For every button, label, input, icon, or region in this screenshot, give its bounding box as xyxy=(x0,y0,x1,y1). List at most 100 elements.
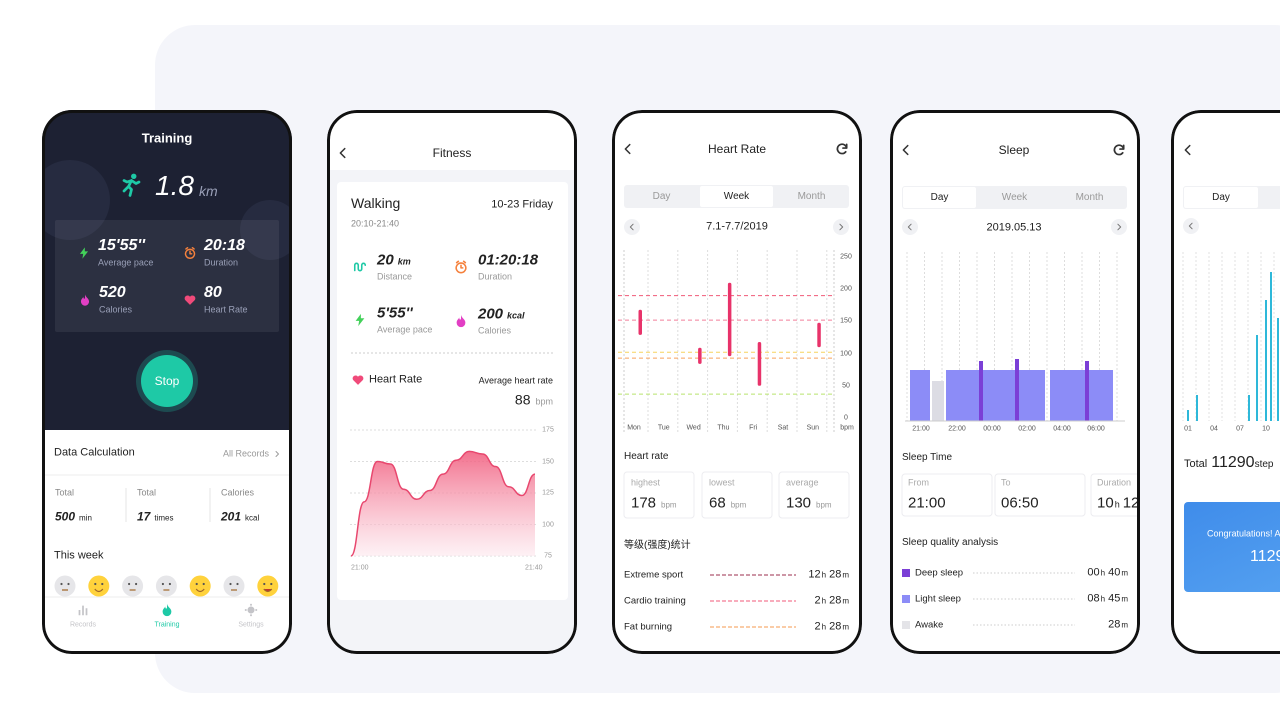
sleep-stage xyxy=(932,381,944,421)
screen-title: Heart Rate xyxy=(707,142,767,156)
next-glyph xyxy=(839,223,844,231)
y-tick-label: 100 xyxy=(542,521,554,528)
face xyxy=(257,575,279,597)
time-value-part: 10 xyxy=(1097,494,1114,512)
bars-icon[interactable] xyxy=(78,605,88,616)
y-tick-label: 150 xyxy=(542,458,554,465)
intensity-duration-part: m xyxy=(842,622,849,632)
back-icon[interactable] xyxy=(1184,144,1191,156)
total-value: 17 times xyxy=(137,511,173,524)
phone-screen: Training 1.8 km 15'55'' Average pace 20:18 Dur… xyxy=(42,110,292,654)
screen-graphics xyxy=(901,144,1140,629)
intensity-duration-part: 12 xyxy=(808,568,821,581)
nav-button[interactable] xyxy=(902,219,918,235)
period-tab[interactable]: Day xyxy=(930,191,949,203)
x-tick-label: Wed xyxy=(686,424,701,432)
bars-glyph xyxy=(78,605,88,616)
gear-icon[interactable] xyxy=(244,603,258,617)
y-tick-label: 175 xyxy=(542,426,554,434)
distance-value: 1.8 xyxy=(155,170,194,201)
screen-title: Training xyxy=(141,130,193,146)
nav-button[interactable] xyxy=(1183,218,1199,234)
stat-label: Calories xyxy=(478,325,512,336)
card-title: Congratulations! A xyxy=(1207,528,1280,539)
period-tab[interactable]: Week xyxy=(1001,191,1028,203)
mouth xyxy=(94,588,104,593)
y-tick-label: 250 xyxy=(840,253,852,261)
nav-button[interactable] xyxy=(624,219,640,235)
refresh-icon[interactable] xyxy=(1113,144,1125,156)
back-icon[interactable] xyxy=(624,143,631,155)
total-value-part: 17 xyxy=(137,509,151,524)
summary-value: 178 bpm xyxy=(631,496,677,511)
date-range: 7.1-7.7/2019 xyxy=(706,220,768,233)
time-card xyxy=(994,473,1086,517)
avg-label: Average heart rate xyxy=(478,375,553,386)
back-glyph xyxy=(907,223,912,231)
all-records-link[interactable]: All Records xyxy=(223,448,270,459)
summary-value-part: 130 xyxy=(786,494,812,512)
flame-icon[interactable] xyxy=(162,603,172,617)
period-tab[interactable]: Week xyxy=(723,190,750,202)
nav-tab[interactable]: Training xyxy=(154,621,180,629)
clock-icon xyxy=(184,246,196,259)
step-total-part: 11290 xyxy=(1211,454,1255,471)
stat-label: Heart Rate xyxy=(204,304,248,315)
quality-duration-part: 08 xyxy=(1087,592,1100,605)
back-glyph xyxy=(1188,222,1193,230)
nav-tab[interactable]: Settings xyxy=(238,621,264,629)
back-glyph xyxy=(629,223,634,231)
tab-selected[interactable] xyxy=(1184,187,1258,208)
y-tick-label: 150 xyxy=(840,317,852,325)
summary-label: highest xyxy=(631,477,661,488)
back-icon[interactable] xyxy=(629,223,634,231)
period-tab[interactable]: Month xyxy=(797,190,826,202)
stop-button[interactable] xyxy=(141,355,193,407)
eye xyxy=(128,582,131,586)
back-icon[interactable] xyxy=(902,144,909,156)
total-label: Total xyxy=(55,487,75,498)
tab-selected[interactable] xyxy=(700,186,773,207)
total-value: 201 kcal xyxy=(221,511,259,524)
back-icon[interactable] xyxy=(339,147,346,159)
stat-label: Duration xyxy=(478,271,513,282)
period-tab[interactable]: Day xyxy=(652,190,671,202)
mood-face xyxy=(54,575,76,597)
heart-glyph xyxy=(184,295,196,305)
quality-duration-part: m xyxy=(1121,620,1128,630)
summary-value-part: 178 xyxy=(631,494,657,512)
period-tab[interactable]: Month xyxy=(1075,191,1104,203)
face xyxy=(155,575,177,597)
heart-rate-line xyxy=(350,450,536,557)
sleep-stage xyxy=(946,370,1045,421)
clock-icon xyxy=(455,260,467,274)
sleep-stage xyxy=(979,361,983,421)
eye xyxy=(202,582,205,586)
face xyxy=(223,575,245,597)
eye xyxy=(60,582,63,586)
stop-label[interactable]: Stop xyxy=(154,374,180,388)
heart-icon xyxy=(184,295,196,305)
tab-selected[interactable] xyxy=(903,187,976,208)
refresh-icon[interactable] xyxy=(836,143,848,155)
next-icon[interactable] xyxy=(1117,223,1122,231)
time-label: From xyxy=(908,477,929,488)
next-glyph xyxy=(275,451,279,457)
nav-tab[interactable]: Records xyxy=(69,621,97,629)
eye xyxy=(101,582,104,586)
mouth xyxy=(263,588,273,593)
step-bar xyxy=(1265,300,1267,421)
next-icon[interactable] xyxy=(839,223,844,231)
runner-icon xyxy=(122,173,141,197)
nav-button[interactable] xyxy=(1111,219,1127,235)
quality-duration-part: 28 xyxy=(1108,618,1121,631)
mood-face xyxy=(122,575,144,597)
back-icon[interactable] xyxy=(907,223,912,231)
summary-value: 130 bpm xyxy=(786,496,832,511)
eye xyxy=(229,582,232,586)
period-tab[interactable]: Day xyxy=(1212,191,1230,203)
nav-button[interactable] xyxy=(833,219,849,235)
quality-duration-part: m xyxy=(1121,594,1128,604)
mood-face xyxy=(223,575,245,597)
back-icon[interactable] xyxy=(1188,222,1193,230)
